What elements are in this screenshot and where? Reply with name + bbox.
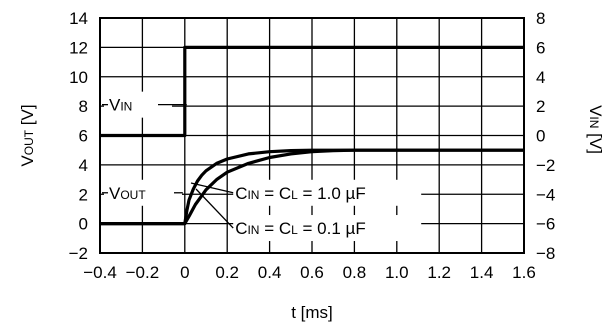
y-left-tick-label: 2 bbox=[79, 185, 88, 204]
traces bbox=[99, 17, 525, 254]
c01-label: CIN = CL = 0.1 µF bbox=[235, 219, 366, 238]
x-tick-label: 0.8 bbox=[343, 263, 367, 282]
y-right-tick-label: 4 bbox=[536, 68, 545, 87]
y-left-tick-label: 4 bbox=[79, 156, 88, 175]
x-tick-label: 0.4 bbox=[258, 263, 282, 282]
y-left-tick-label: −2 bbox=[69, 244, 88, 263]
series-line-2 bbox=[100, 148, 524, 226]
y-left-tick-label: 0 bbox=[79, 215, 88, 234]
x-tick-label: 1.0 bbox=[385, 263, 409, 282]
series-line-1 bbox=[100, 148, 524, 226]
c10-label-bg bbox=[233, 179, 422, 206]
y-left-axis-label: VOUT [V] bbox=[18, 104, 37, 166]
x-tick-label: 0.6 bbox=[300, 263, 324, 282]
y-right-tick-label: 6 bbox=[536, 38, 545, 57]
x-tick-label: 1.6 bbox=[512, 263, 536, 282]
x-tick-label: 1.4 bbox=[470, 263, 494, 282]
y-left-tick-label: 14 bbox=[69, 9, 88, 28]
y-left-tick-label: 10 bbox=[69, 68, 88, 87]
y-right-tick-label: −6 bbox=[536, 215, 555, 234]
c10-leader bbox=[190, 182, 234, 194]
y-left-tick-label: 6 bbox=[79, 127, 88, 146]
c01-label-bg bbox=[233, 215, 422, 242]
series-line-0 bbox=[100, 45, 524, 138]
y-right-tick-label: 0 bbox=[536, 127, 545, 146]
x-tick-label: 1.2 bbox=[427, 263, 451, 282]
y-right-tick-label: 2 bbox=[536, 97, 545, 116]
tick-labels: −0.4 −0.2 0 0.2 0.4 0.6 0.8 1.0 1.2 1.4 1.6 14 12 10 8… bbox=[69, 9, 556, 282]
c10-label: CIN = CL = 1.0 µF bbox=[235, 184, 366, 203]
y-right-tick-label: −2 bbox=[536, 156, 555, 175]
vout-label-bg bbox=[104, 179, 182, 206]
y-right-axis-label: VIN [V] bbox=[586, 105, 605, 154]
vin-label: VIN bbox=[109, 96, 132, 115]
x-axis-label: t [ms] bbox=[291, 303, 333, 322]
x-tick-label: 0 bbox=[180, 263, 189, 282]
x-tick-label: −0.2 bbox=[126, 263, 160, 282]
y-right-tick-label: −8 bbox=[536, 244, 555, 263]
axis-labels: t [ms] VOUT [V] VIN [V] bbox=[18, 104, 605, 322]
x-tick-label: 0.2 bbox=[215, 263, 239, 282]
c01-leader bbox=[195, 188, 234, 229]
plot-frame bbox=[99, 17, 525, 254]
x-tick-label: −0.4 bbox=[83, 263, 117, 282]
y-right-tick-label: 8 bbox=[536, 9, 545, 28]
y-left-tick-label: 12 bbox=[69, 38, 88, 57]
vout-label: VOUT bbox=[109, 184, 146, 203]
y-right-tick-label: −4 bbox=[536, 185, 555, 204]
y-left-tick-label: 8 bbox=[79, 97, 88, 116]
annotations: VIN VOUT CIN = CL = 1.0 µF CIN = CL = 0.1 µ… bbox=[102, 91, 422, 242]
